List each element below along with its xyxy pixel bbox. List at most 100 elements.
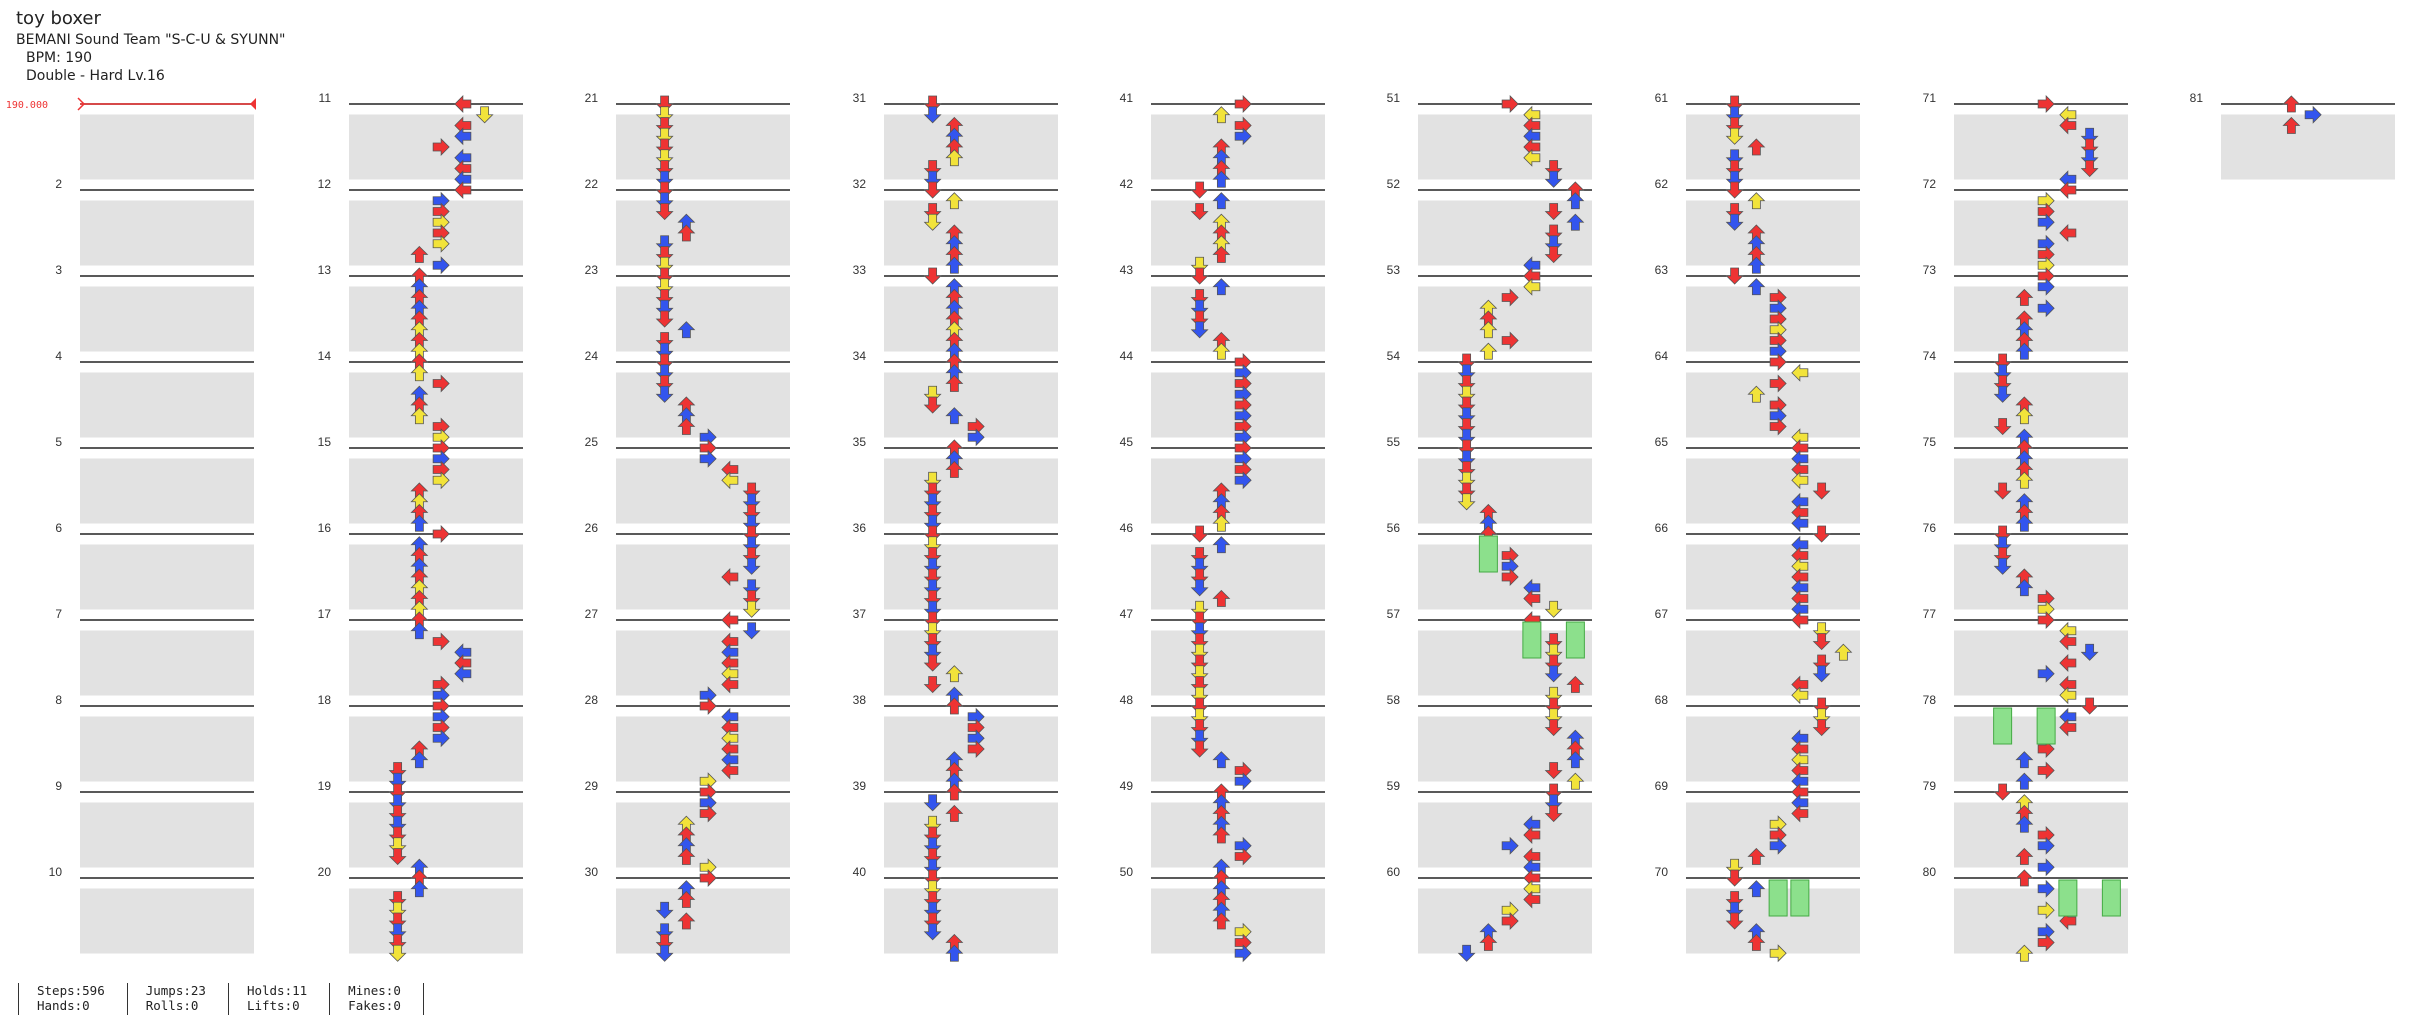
beat-stripe <box>349 394 523 416</box>
beat-stripe <box>1151 673 1325 696</box>
beat-stripe <box>884 910 1058 932</box>
measure <box>616 361 790 438</box>
measure-number: 63 <box>1655 263 1669 277</box>
beat-stripe <box>1686 157 1860 180</box>
stat-jumps: Jumps:23 <box>145 983 206 998</box>
beat-stripe <box>349 286 523 309</box>
measure <box>1418 447 1592 524</box>
step-arrow <box>1747 880 1766 898</box>
beat-stripe <box>1954 308 2128 330</box>
measure <box>616 619 790 696</box>
beat-stripe <box>2221 136 2395 158</box>
step-arrow <box>1190 181 1209 199</box>
measure-number: 17 <box>318 607 332 621</box>
beat-stripe <box>1954 394 2128 416</box>
measure <box>349 877 523 954</box>
beat-stripe <box>2221 114 2395 137</box>
step-arrow <box>2059 224 2077 242</box>
step-arrow <box>1212 192 1231 210</box>
beat-stripe <box>349 845 523 868</box>
step-arrow <box>1769 944 1787 963</box>
beat-stripe <box>884 824 1058 846</box>
beat-stripe <box>884 759 1058 782</box>
beat-stripe <box>1151 716 1325 739</box>
measure-number: 3 <box>55 263 62 277</box>
beat-stripe <box>349 544 523 567</box>
beat-stripe <box>80 501 254 524</box>
beat-stripe <box>80 114 254 137</box>
step-arrow <box>677 224 696 242</box>
beat-stripe <box>1686 630 1860 653</box>
beat-stripe <box>1954 415 2128 438</box>
step-arrow <box>1501 568 1519 586</box>
beat-stripe <box>80 308 254 330</box>
step-arrow <box>1523 589 1541 608</box>
step-arrow <box>2037 611 2055 629</box>
beat-stripe <box>80 759 254 782</box>
step-arrow <box>1993 418 2012 436</box>
step-arrow <box>2080 643 2099 661</box>
step-arrow <box>454 95 472 113</box>
beat-stripe <box>349 329 523 352</box>
measure <box>80 877 254 954</box>
measure-number: 23 <box>585 263 599 277</box>
beat-stripe <box>616 544 790 567</box>
beat-stripe <box>884 566 1058 588</box>
measure <box>616 189 790 266</box>
beat-stripe <box>884 243 1058 266</box>
beat-stripe <box>1686 673 1860 696</box>
beat-stripe <box>1686 716 1860 739</box>
step-arrow <box>1212 245 1231 263</box>
beat-stripe <box>616 136 790 158</box>
step-arrow <box>454 127 472 146</box>
measure-number: 81 <box>2190 91 2204 105</box>
measure-number: 60 <box>1387 865 1401 879</box>
measure-number: 2 <box>55 177 62 191</box>
measure-number: 33 <box>853 263 867 277</box>
measure-number: 80 <box>1923 865 1937 879</box>
beat-stripe <box>1686 566 1860 588</box>
beat-stripe <box>349 480 523 502</box>
beat-stripe <box>884 501 1058 524</box>
measure-number: 24 <box>585 349 599 363</box>
measure-number: 8 <box>55 693 62 707</box>
beat-stripe <box>1151 329 1325 352</box>
measure <box>616 103 790 180</box>
measure <box>1954 791 2128 868</box>
beat-stripe <box>1954 630 2128 653</box>
step-arrow <box>2037 213 2055 232</box>
beat-stripe <box>349 738 523 760</box>
step-arrow <box>1523 148 1541 167</box>
beat-stripe <box>1151 544 1325 567</box>
beat-stripe <box>1418 587 1592 610</box>
measure-number: 19 <box>318 779 332 793</box>
step-arrow <box>1544 203 1563 221</box>
measure-number: 27 <box>585 607 599 621</box>
measure <box>884 877 1058 954</box>
step-arrow <box>2015 288 2034 306</box>
beat-stripe <box>1686 587 1860 610</box>
beat-stripe <box>1954 802 2128 825</box>
beat-stripe <box>1151 308 1325 330</box>
stat-fakes: Fakes:0 <box>348 998 401 1013</box>
beat-stripe <box>1151 630 1325 653</box>
beat-stripe <box>1686 136 1860 158</box>
step-arrow <box>677 847 696 865</box>
measure <box>1954 447 2128 524</box>
step-arrow <box>1523 826 1541 844</box>
beat-stripe <box>616 716 790 739</box>
beat-stripe <box>1418 802 1592 825</box>
measure-number: 51 <box>1387 91 1401 105</box>
measure <box>1954 619 2128 696</box>
beat-stripe <box>1954 566 2128 588</box>
step-arrow <box>2015 579 2034 597</box>
step-arrow <box>1747 256 1766 274</box>
step-arrow <box>721 761 739 780</box>
beat-stripe <box>1418 243 1592 266</box>
step-arrow <box>2037 901 2055 920</box>
beat-stripe <box>1418 845 1592 868</box>
beat-stripe <box>884 931 1058 954</box>
beat-stripe <box>884 458 1058 481</box>
step-arrow <box>432 525 450 543</box>
